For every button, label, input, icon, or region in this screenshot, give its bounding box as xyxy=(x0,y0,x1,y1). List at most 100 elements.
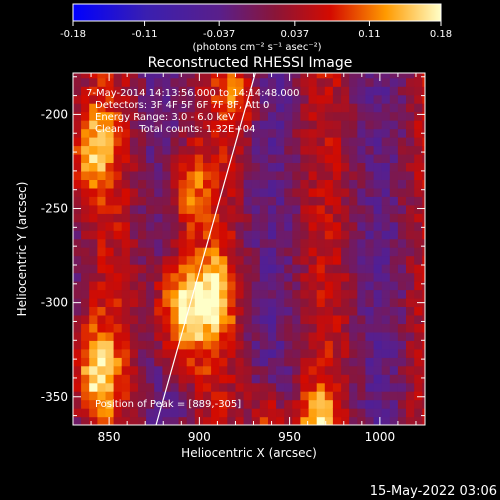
heatmap-cell xyxy=(300,382,310,392)
heatmap-cell xyxy=(194,137,204,147)
heatmap-cell xyxy=(89,137,98,147)
heatmap-cell xyxy=(219,137,228,147)
heatmap-cell xyxy=(170,297,180,307)
heatmap-cell xyxy=(243,77,253,87)
heatmap-cell xyxy=(73,391,82,401)
heatmap-cell xyxy=(276,272,285,282)
heatmap-cell xyxy=(211,103,220,113)
heatmap-cell xyxy=(308,357,318,367)
heatmap-cell xyxy=(316,416,326,425)
heatmap-cell xyxy=(235,86,245,96)
heatmap-cell xyxy=(162,103,172,113)
heatmap-cell xyxy=(113,86,123,96)
heatmap-cell xyxy=(341,281,350,291)
heatmap-cell xyxy=(73,77,82,87)
heatmap-cell xyxy=(243,297,253,307)
heatmap-cell xyxy=(349,365,358,375)
heatmap-cell xyxy=(341,73,350,79)
heatmap-cell xyxy=(414,408,423,418)
heatmap-cell xyxy=(146,382,155,392)
heatmap-cell xyxy=(105,374,115,384)
heatmap-cell xyxy=(154,399,163,409)
heatmap-cell xyxy=(357,365,366,375)
heatmap-cell xyxy=(235,306,245,316)
heatmap-cell xyxy=(194,374,204,384)
heatmap-cell xyxy=(97,281,107,291)
heatmap-cell xyxy=(73,255,82,265)
heatmap-cell xyxy=(97,348,107,358)
heatmap-cell xyxy=(406,416,415,425)
heatmap-cell xyxy=(316,272,326,282)
heatmap-cell xyxy=(251,255,261,265)
heatmap-cell xyxy=(121,153,131,163)
heatmap-cell xyxy=(89,357,98,367)
heatmap-cell xyxy=(324,365,334,375)
heatmap-cell xyxy=(308,323,318,333)
heatmap-cell xyxy=(227,77,236,87)
heatmap-cell xyxy=(138,137,147,147)
heatmap-cell xyxy=(397,289,407,299)
heatmap-cell xyxy=(422,179,425,189)
heatmap-cell xyxy=(381,204,391,214)
heatmap-cell xyxy=(389,323,399,333)
heatmap-cell xyxy=(276,128,285,138)
heatmap-cell xyxy=(97,340,107,350)
heatmap-cell xyxy=(332,374,342,384)
heatmap-cell xyxy=(406,382,415,392)
heatmap-cell xyxy=(138,120,147,130)
heatmap-cell xyxy=(365,137,375,147)
heatmap-cell xyxy=(341,340,350,350)
heatmap-cell xyxy=(341,153,350,163)
heatmap-cell xyxy=(292,213,301,223)
x-tick-label: 850 xyxy=(98,430,121,444)
heatmap-cell xyxy=(227,103,236,113)
heatmap-cell xyxy=(138,73,147,79)
heatmap-cell xyxy=(381,145,391,155)
heatmap-cell xyxy=(316,297,326,307)
heatmap-cell xyxy=(284,170,293,180)
heatmap-cell xyxy=(397,306,407,316)
heatmap-cell xyxy=(162,391,172,401)
heatmap-cell xyxy=(414,289,423,299)
heatmap-cell xyxy=(276,314,285,324)
heatmap-cell xyxy=(251,204,261,214)
heatmap-cell xyxy=(186,314,196,324)
heatmap-cell xyxy=(113,213,123,223)
heatmap-cell xyxy=(235,221,245,231)
heatmap-cell xyxy=(113,230,123,240)
heatmap-cell xyxy=(332,77,342,87)
heatmap-cell xyxy=(227,170,236,180)
heatmap-cell xyxy=(357,94,366,104)
heatmap-cell xyxy=(341,94,350,104)
heatmap-cell xyxy=(357,382,366,392)
heatmap-cell xyxy=(73,365,82,375)
heatmap-cell xyxy=(170,230,180,240)
heatmap-cell xyxy=(349,340,358,350)
heatmap-cell xyxy=(170,374,180,384)
heatmap-cell xyxy=(373,306,383,316)
heatmap-cell xyxy=(235,323,245,333)
heatmap-cell xyxy=(292,204,301,214)
heatmap-cell xyxy=(406,86,415,96)
heatmap-cell xyxy=(406,196,415,206)
heatmap-cell xyxy=(389,357,399,367)
heatmap-cell xyxy=(154,111,163,121)
heatmap-cell xyxy=(308,348,318,358)
heatmap-cell xyxy=(178,111,188,121)
heatmap-cell xyxy=(284,196,293,206)
heatmap-cell xyxy=(308,382,318,392)
heatmap-cell xyxy=(121,264,131,274)
heatmap-cell xyxy=(389,365,399,375)
heatmap-cell xyxy=(422,255,425,265)
heatmap-cell xyxy=(154,314,163,324)
heatmap-cell xyxy=(389,230,399,240)
heatmap-cell xyxy=(129,348,139,358)
heatmap-cell xyxy=(349,255,358,265)
heatmap-cell xyxy=(162,365,172,375)
heatmap-cell xyxy=(227,162,236,172)
heatmap-cell xyxy=(194,272,204,282)
heatmap-cell xyxy=(113,137,123,147)
heatmap-cell xyxy=(203,297,212,307)
heatmap-cell xyxy=(235,331,245,341)
heatmap-cell xyxy=(349,73,358,79)
